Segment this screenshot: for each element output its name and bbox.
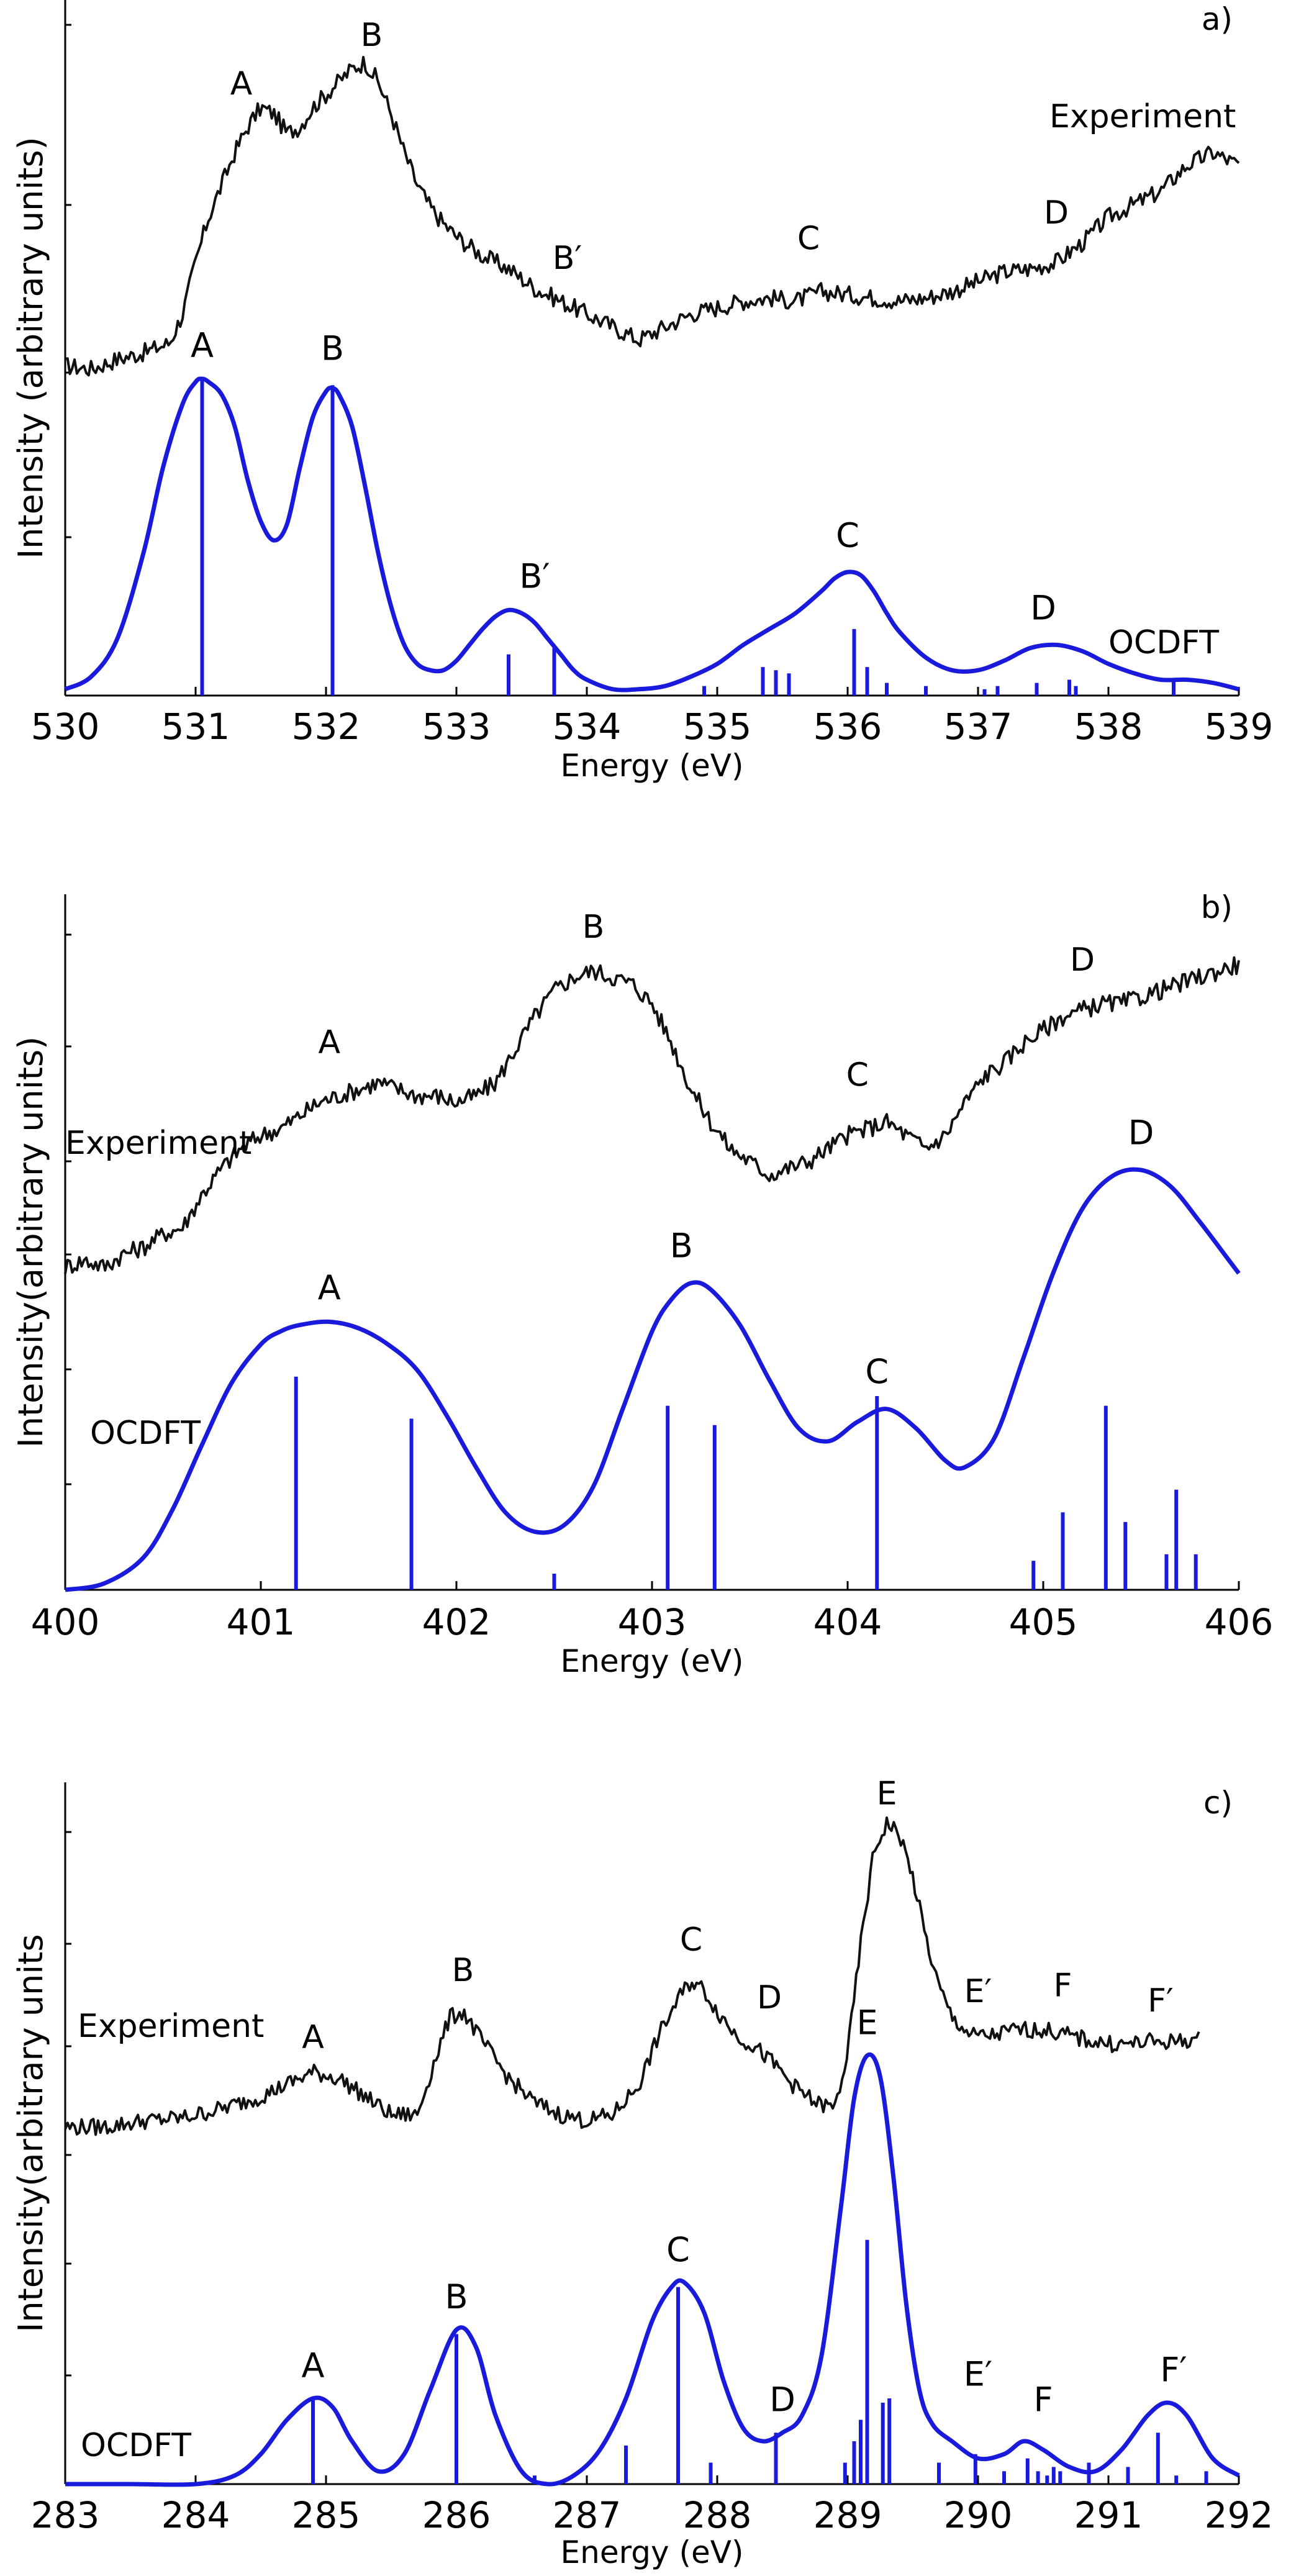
peak-label: E xyxy=(877,1776,897,1813)
peak-label: A xyxy=(318,1268,341,1307)
x-tick-label: 287 xyxy=(553,2494,622,2536)
x-tick-label: 406 xyxy=(1205,1601,1274,1643)
x-tick-label: 290 xyxy=(944,2494,1013,2536)
peak-label: A xyxy=(302,2346,325,2385)
x-tick-label: 401 xyxy=(227,1601,296,1643)
peak-label: F xyxy=(1054,1967,1072,2004)
peak-label: F′ xyxy=(1160,2350,1187,2389)
peak-label: A xyxy=(191,325,214,365)
x-axis-label: Energy (eV) xyxy=(561,748,744,784)
peak-label: A xyxy=(318,1024,340,1061)
peak-label: C xyxy=(846,1057,869,1094)
peak-label: A xyxy=(230,65,253,102)
peak-label: B xyxy=(445,2277,468,2316)
x-tick-label: 289 xyxy=(813,2494,882,2536)
chart-panel-2: 400 401 402 403 404 405 406 Energy (eV) Intensit… xyxy=(11,889,1273,1679)
x-tick-label: 288 xyxy=(683,2494,752,2536)
series-ocdft: A B C D OCDFT xyxy=(65,1113,1241,1592)
peak-label: D xyxy=(757,1979,782,2016)
x-tick-label: 400 xyxy=(31,1601,100,1643)
peak-label: E xyxy=(856,2003,877,2043)
peak-label: C xyxy=(666,2230,690,2269)
x-tick-label: 403 xyxy=(618,1601,687,1643)
experiment-spectrum-line xyxy=(65,56,1240,377)
peak-label: D xyxy=(1030,589,1056,628)
peak-label: F xyxy=(1033,2380,1053,2420)
peak-label: F′ xyxy=(1148,1982,1174,2020)
x-tick-label: 284 xyxy=(161,2494,230,2536)
y-axis-label: Intensity(arbitrary units) xyxy=(11,1036,50,1448)
series-name-label: OCDFT xyxy=(1108,624,1219,661)
x-tick-label: 286 xyxy=(422,2494,491,2536)
x-tick-label: 530 xyxy=(31,705,100,748)
x-tick-label: 536 xyxy=(813,705,882,748)
series-experiment: A B C D Experiment xyxy=(64,909,1240,1274)
x-tick-label: 538 xyxy=(1074,705,1143,748)
x-tick-label: 405 xyxy=(1009,1601,1078,1643)
series-experiment: A B B′ C D Experiment xyxy=(65,17,1240,377)
series-name-label: OCDFT xyxy=(81,2427,191,2464)
panel-label: c) xyxy=(1203,1785,1233,1821)
panel-label: b) xyxy=(1201,889,1233,925)
peak-label: C xyxy=(797,220,820,258)
ocdft-spectrum-line xyxy=(65,1167,1241,1592)
series-experiment: A B C D E E′ F F′ Experiment xyxy=(64,1776,1200,2136)
panel-label: a) xyxy=(1202,1,1233,37)
series-name-label: Experiment xyxy=(1049,98,1236,135)
x-tick-label: 537 xyxy=(944,705,1013,748)
peak-label: D xyxy=(1044,194,1069,232)
y-axis-label: Intensity (arbitrary units) xyxy=(11,137,50,558)
peak-label: D xyxy=(1128,1113,1154,1152)
x-tick-label: 539 xyxy=(1205,705,1274,748)
peak-label: B xyxy=(361,17,383,54)
peak-label: C xyxy=(680,1921,702,1959)
x-tick-label: 534 xyxy=(553,705,622,748)
x-tick-label: 285 xyxy=(292,2494,361,2536)
peak-label: C xyxy=(836,515,859,555)
peak-label: B xyxy=(452,1952,474,1989)
x-tick-label: 291 xyxy=(1074,2494,1143,2536)
peak-label: D xyxy=(1070,941,1095,979)
experiment-spectrum-line xyxy=(64,1816,1200,2136)
peak-label: D xyxy=(769,2380,795,2420)
peak-label: C xyxy=(865,1352,889,1391)
x-tick-label: 292 xyxy=(1205,2494,1274,2536)
peak-label: B′ xyxy=(553,240,582,277)
peak-label: E′ xyxy=(964,2354,992,2393)
x-tick-label: 535 xyxy=(683,705,752,748)
y-axis-label: Intensity(arbitrary units xyxy=(11,1934,50,2332)
series-ocdft: A B C D E E′ F F′ OCDFT xyxy=(65,2003,1240,2487)
x-tick-label: 533 xyxy=(422,705,491,748)
series-name-label: Experiment xyxy=(65,1125,251,1162)
peak-label: A xyxy=(302,2019,324,2056)
peak-label: E′ xyxy=(964,1973,992,2010)
peak-label: B xyxy=(582,909,605,946)
peak-label: B xyxy=(321,329,344,368)
x-tick-label: 531 xyxy=(161,705,230,748)
ocdft-spectrum-line xyxy=(64,376,1239,692)
peak-label: B′ xyxy=(519,557,550,596)
x-tick-label: 283 xyxy=(31,2494,100,2536)
chart-panel-3: 283 284 285 286 287 288 289 290 291 292 Energy (eV… xyxy=(11,1776,1273,2570)
x-tick-label: 404 xyxy=(813,1601,882,1643)
x-axis-label: Energy (eV) xyxy=(561,1643,744,1679)
series-name-label: Experiment xyxy=(78,2008,264,2045)
series-name-label: OCDFT xyxy=(90,1415,201,1452)
x-tick-label: 532 xyxy=(292,705,361,748)
series-ocdft: A B B′ C D OCDFT xyxy=(64,325,1239,696)
ocdft-spectrum-line xyxy=(65,2052,1240,2487)
x-tick-label: 402 xyxy=(422,1601,491,1643)
chart-panel-1: 530 531 532 533 534 535 536 537 538 539 Energy (eV… xyxy=(11,0,1273,784)
experiment-spectrum-line xyxy=(64,956,1240,1274)
x-axis-label: Energy (eV) xyxy=(561,2534,744,2570)
peak-label: B xyxy=(670,1226,693,1265)
